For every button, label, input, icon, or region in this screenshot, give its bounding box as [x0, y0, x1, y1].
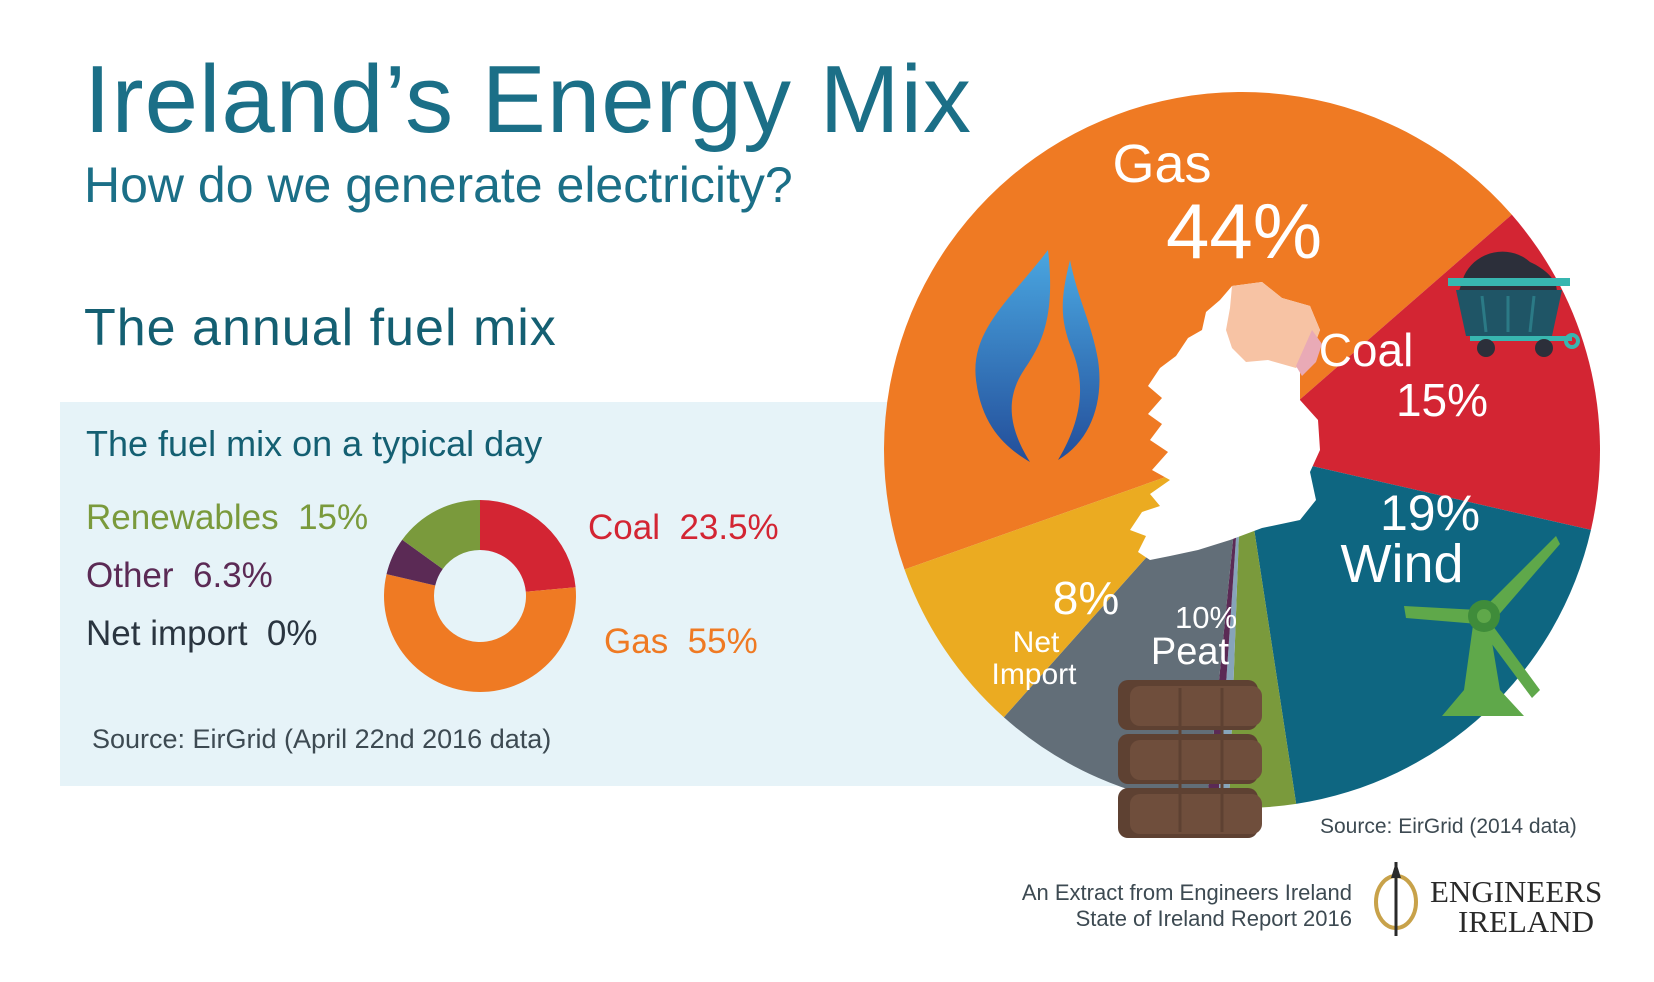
typical-day-slice-gas	[384, 574, 576, 692]
legend-coal-label: Coal	[588, 508, 660, 547]
logo-text-line1: ENGINEERS	[1430, 874, 1603, 909]
legend-other: Other 6.3%	[86, 558, 273, 593]
typical-day-donut-chart	[384, 500, 576, 692]
footer-extract-line2: State of Ireland Report 2016	[1075, 906, 1352, 931]
slice-value-coal: 15%	[1396, 374, 1488, 426]
slice-label-net-import-line1: Net	[1013, 626, 1060, 659]
legend-net-import-label: Net import	[86, 614, 248, 653]
footer-extract-line1: An Extract from Engineers Ireland	[1021, 880, 1352, 905]
legend-renewables-value: 15%	[298, 498, 369, 537]
legend-renewables: Renewables 15%	[86, 500, 368, 535]
coal-cart-icon	[1448, 251, 1580, 357]
annual-section-title: The annual fuel mix	[84, 299, 557, 357]
slice-value-peat: 10%	[1175, 600, 1237, 635]
logo-text-line2: IRELAND	[1458, 904, 1595, 939]
slice-value-net-import: 8%	[1053, 572, 1119, 624]
peat-bricks-icon	[1118, 680, 1262, 838]
legend-gas-value: 55%	[687, 622, 758, 661]
legend-gas: Gas 55%	[604, 624, 758, 659]
legend-other-value: 6.3%	[193, 556, 273, 595]
legend-net-import-value: 0%	[266, 614, 318, 653]
typical-day-source: Source: EirGrid (April 22nd 2016 data)	[92, 724, 552, 754]
slice-label-peat: Peat	[1151, 631, 1230, 673]
page-title: Ireland’s Energy Mix	[84, 46, 972, 153]
legend-coal: Coal 23.5%	[588, 510, 779, 545]
slice-label-net-import-line2: Import	[991, 658, 1077, 691]
page-subtitle: How do we generate electricity?	[84, 157, 793, 213]
legend-other-label: Other	[86, 556, 174, 595]
typical-day-title: The fuel mix on a typical day	[86, 423, 543, 464]
annual-slice-gas	[884, 92, 1512, 570]
ireland-map-icon	[1130, 282, 1322, 560]
legend-net-import: Net import 0%	[86, 616, 317, 651]
slice-label-wind: Wind	[1340, 534, 1463, 594]
typical-day-slice-renewables	[402, 500, 480, 570]
annual-slice-wind	[1242, 450, 1591, 804]
annual-source: Source: EirGrid (2014 data)	[1320, 815, 1577, 838]
legend-renewables-label: Renewables	[86, 498, 279, 537]
typical-day-slice-other	[386, 539, 443, 586]
legend-coal-value: 23.5%	[679, 508, 779, 547]
engineers-ireland-logo-icon	[1374, 862, 1418, 936]
wind-turbine-icon	[1404, 536, 1560, 716]
slice-label-coal: Coal	[1319, 324, 1414, 376]
legend-gas-label: Gas	[604, 622, 669, 661]
slice-label-gas: Gas	[1112, 134, 1211, 194]
gas-flame-icon	[975, 250, 1100, 462]
slice-value-gas: 44%	[1166, 187, 1322, 275]
slice-value-wind: 19%	[1380, 485, 1480, 541]
typical-day-slice-coal	[480, 500, 576, 592]
